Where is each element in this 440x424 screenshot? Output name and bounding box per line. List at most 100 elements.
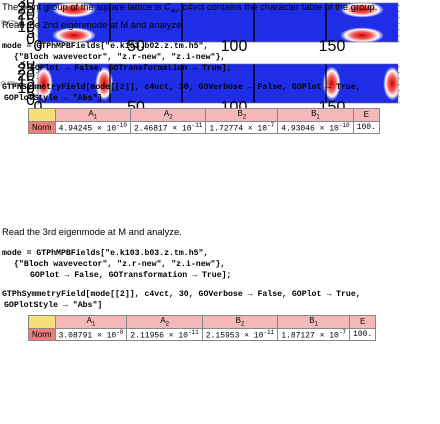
field-lobe	[95, 66, 114, 101]
table-header: A2	[129, 108, 207, 122]
table-corner	[28, 108, 56, 122]
y-tick-label: 20	[17, 7, 35, 24]
subscript: 4v	[170, 8, 178, 15]
mantissa: 4.93046 × 10	[281, 124, 339, 134]
table-header: A1	[54, 108, 131, 122]
character-table: A1 A2 B2 B1 E Norm 4.94245 × 10-10 2.46817 × 10…	[28, 108, 380, 135]
exponent: -10	[338, 121, 350, 129]
y-tick-label: 15	[17, 13, 35, 30]
irrep-letter: B	[237, 109, 243, 118]
exponent: -11	[187, 328, 199, 336]
code-line: mode = GTPhMPBFields["e.k103.b02.z.tm.h5…	[2, 42, 209, 51]
irrep-subscript: 1	[93, 114, 98, 121]
code-line: {"Bloch wavevector", "z.r-new", "z.i-new…	[14, 53, 226, 62]
y-tick-label: 10	[17, 19, 35, 36]
code-line: GOPlotStyle → "Abs"]	[4, 94, 103, 103]
plot-frame	[37, 2, 399, 43]
irrep-subscript: 2	[165, 321, 169, 328]
mantissa: 1.72774 × 10	[209, 124, 268, 134]
exponent: -10	[116, 121, 127, 129]
field-lobe	[322, 66, 341, 101]
plot-frame	[37, 63, 399, 104]
irrep-letter: B	[311, 109, 317, 118]
table-cell: 2.15953 × 10-11	[201, 327, 279, 342]
text: , c4vct contains the character table of …	[177, 1, 378, 12]
field-lobe	[52, 1, 96, 18]
field-lobe	[52, 27, 96, 44]
table-header: B1	[277, 108, 354, 122]
code-line: mode = GTPhMPBFields["e.k103.b03.z.tm.h5…	[2, 249, 209, 258]
irrep-letter: A	[160, 316, 166, 325]
section-heading: Read the 3rd eigenmode at M and analyze.	[2, 226, 182, 237]
x-tick-label: 100	[221, 38, 248, 55]
y-tick-label: 10	[17, 80, 35, 97]
irrep-letter: A	[86, 316, 92, 325]
section-heading: Read the 2nd eigenmode at M and analyze.	[2, 19, 184, 30]
y-tick-label: 20	[17, 68, 35, 85]
code-line: {"Bloch wavevector", "z.r-new", "z.i-new…	[14, 260, 226, 269]
y-tick-label: 25	[17, 1, 35, 18]
y-tick-label: 30	[17, 0, 35, 11]
table-cell: 1.87127 × 10-7	[277, 327, 351, 342]
code-line: GTPhSymmetryField[mode[[2]], c4vct, 30, …	[2, 290, 361, 299]
field-lobe	[34, 66, 53, 101]
table-header: B2	[201, 315, 279, 329]
table-header: A1	[54, 315, 128, 329]
table-header: B1	[277, 315, 351, 329]
irrep-letter: A	[163, 109, 170, 118]
out-label: Out[9]=	[1, 81, 18, 87]
exponent: -8	[116, 328, 124, 336]
table-row: Norm 3.08791 × 10-8 2.11956 × 10-11 2.15953…	[28, 327, 377, 342]
table-header: A2	[126, 315, 203, 329]
y-tick-label: 0	[26, 92, 35, 109]
field-lobe	[340, 27, 384, 44]
mantissa: 100.	[353, 329, 373, 339]
text: The point group of the square lattice is	[2, 1, 165, 12]
irrep-subscript: 1	[316, 114, 320, 121]
irrep-letter: A	[88, 109, 94, 118]
intro-text: The point group of the square lattice is…	[2, 1, 377, 15]
character-table: A1 A2 B2 B1 E Norm 3.08791 × 10-8 2.11956 × 10-…	[28, 315, 377, 342]
heatmap-background	[38, 3, 398, 42]
irrep-letter: B	[235, 316, 241, 325]
y-tick-label: 25	[17, 62, 35, 79]
x-tick-label: 50	[127, 38, 145, 55]
field-lobe	[383, 66, 402, 101]
irrep-subscript: 1	[314, 321, 318, 328]
table-header: E	[352, 108, 380, 122]
field-lobe	[340, 1, 384, 18]
table-cell: 2.11956 × 10-11	[126, 327, 203, 342]
y-tick-label: 15	[17, 74, 35, 91]
exponent: -11	[263, 328, 275, 336]
table-cell: 1.72774 × 10-7	[205, 120, 279, 135]
y-tick-label: 5	[26, 25, 35, 42]
table-row: Norm 4.94245 × 10-10 2.46817 × 10-11 1.7277…	[28, 120, 380, 135]
irrep-subscript: 1	[91, 321, 96, 328]
mantissa: 1.87127 × 10	[281, 331, 339, 341]
irrep-letter: B	[309, 316, 315, 325]
exponent: -11	[191, 121, 203, 129]
table-cell: 4.94245 × 10-10	[54, 120, 131, 135]
mantissa: 4.94245 × 10	[58, 124, 117, 134]
mantissa: 2.15953 × 10	[205, 331, 264, 341]
code-line: GOPlot → False, GOTransformation → True]…	[30, 271, 232, 280]
mantissa: 2.46817 × 10	[133, 124, 192, 134]
table-header: B2	[205, 108, 279, 122]
exponent: -7	[267, 121, 275, 129]
table-header-row: A1 A2 B2 B1 E	[28, 108, 380, 122]
irrep-letter: E	[363, 110, 369, 120]
row-label: Norm	[28, 120, 56, 135]
table-cell: 100.	[349, 327, 377, 342]
table-cell: 3.08791 × 10-8	[54, 327, 128, 342]
irrep-subscript: 2	[241, 321, 245, 328]
x-tick-label: 150	[319, 38, 346, 55]
mantissa: 100.	[356, 122, 376, 132]
y-tick-label: 0	[26, 31, 35, 48]
y-tick-label: 5	[26, 86, 35, 103]
irrep-letter: E	[359, 317, 366, 327]
row-label: Norm	[28, 327, 56, 342]
code-line: GTPhSymmetryField[mode[[2]], c4vct, 30, …	[2, 83, 361, 92]
table-cell: 2.46817 × 10-11	[129, 120, 207, 135]
